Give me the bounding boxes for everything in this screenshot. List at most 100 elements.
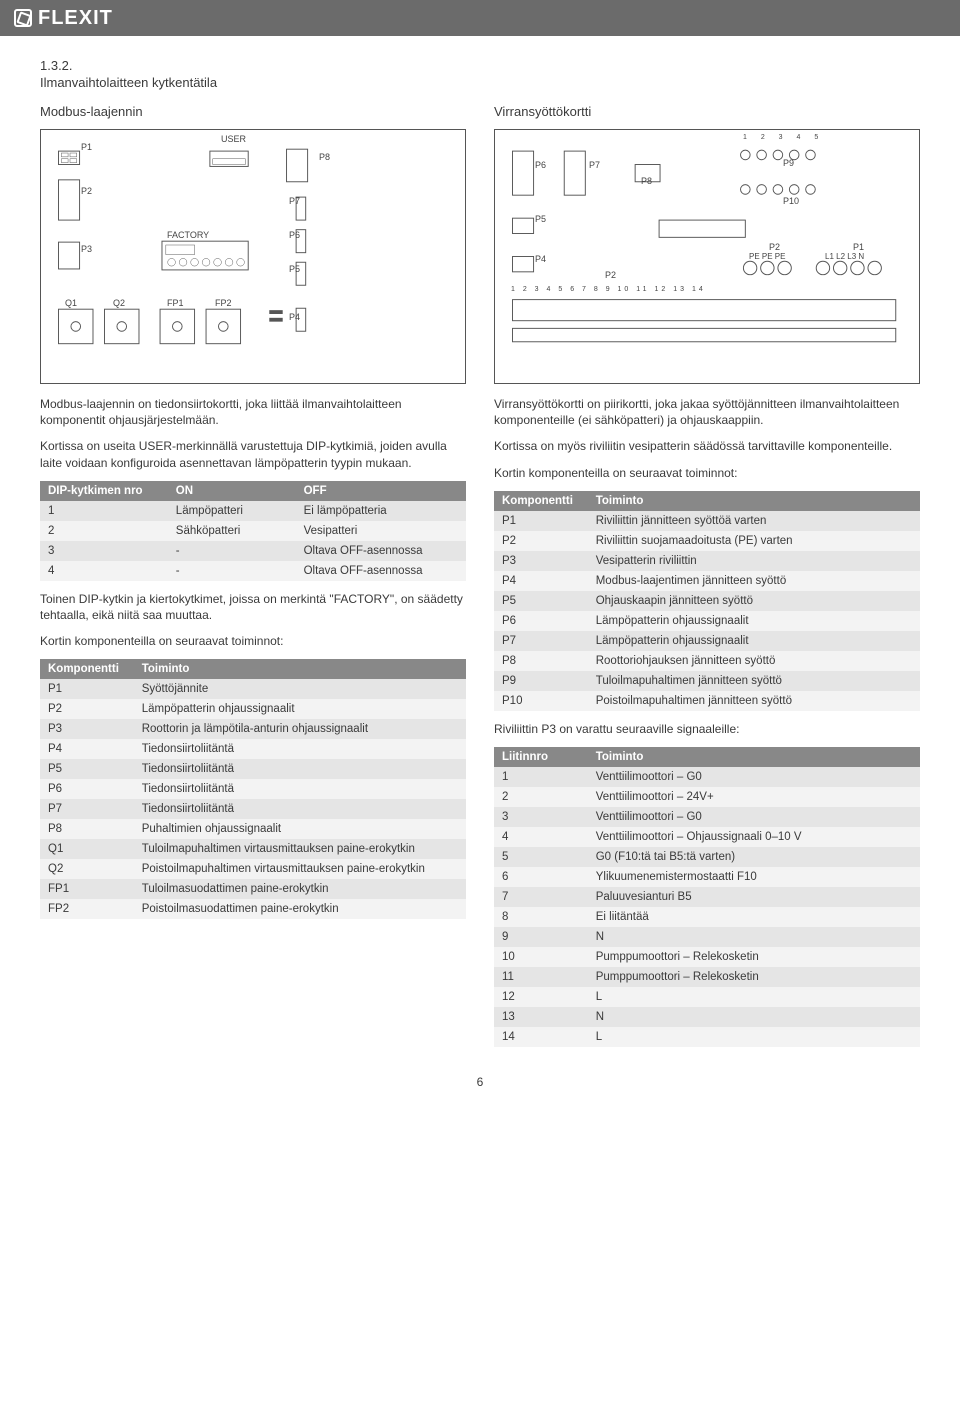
table-row: 7Paluuvesianturi B5: [494, 887, 920, 907]
table-cell: Lämpöpatterin ohjaussignaalit: [134, 699, 466, 719]
table-cell: 5: [494, 847, 588, 867]
table-cell: 13: [494, 1007, 588, 1027]
diagram-label-p4: P4: [289, 312, 300, 322]
diagram-label-q2: Q2: [113, 298, 125, 308]
table-row: P4Modbus-laajentimen jännitteen syöttö: [494, 571, 920, 591]
diagram-label-p8: P8: [319, 152, 330, 162]
table-cell: 9: [494, 927, 588, 947]
diagram-label-fp2: FP2: [215, 298, 232, 308]
table-row: 5G0 (F10:tä tai B5:tä varten): [494, 847, 920, 867]
table-cell: P6: [40, 779, 134, 799]
table-cell: 1: [40, 501, 168, 521]
table-cell: P7: [40, 799, 134, 819]
table-row: P8Puhaltimien ohjaussignaalit: [40, 819, 466, 839]
table-row: 2Venttiilimoottori – 24V+: [494, 787, 920, 807]
diagram-label-q1: Q1: [65, 298, 77, 308]
table-cell: Pumppumoottori – Relekosketin: [588, 967, 920, 987]
table-cell: 4: [40, 561, 168, 581]
table-cell: P8: [494, 651, 588, 671]
dip-header-1: ON: [168, 481, 296, 501]
table-cell: Poistoilmasuodattimen paine-erokytkin: [134, 899, 466, 919]
diagram-label-p6: P6: [289, 230, 300, 240]
right-para4: Riviliittin P3 on varattu seuraaville si…: [494, 721, 920, 737]
table-cell: Venttiilimoottori – 24V+: [588, 787, 920, 807]
right-comp-h0: Komponentti: [494, 491, 588, 511]
diagram-label-fp1: FP1: [167, 298, 184, 308]
logo: FLEXIT: [14, 7, 113, 30]
diagram-label-p2: P2: [81, 186, 92, 196]
diagram-label-p1: P1: [81, 142, 92, 152]
table-cell: 14: [494, 1027, 588, 1047]
liitin-h1: Toiminto: [588, 747, 920, 767]
table-cell: 8: [494, 907, 588, 927]
table-cell: -: [168, 561, 296, 581]
left-para2: Kortissa on useita USER-merkinnällä varu…: [40, 438, 466, 470]
r-label-p4: P4: [535, 254, 546, 264]
liitin-table: Liitinnro Toiminto 1Venttiilimoottori – …: [494, 747, 920, 1047]
table-cell: FP2: [40, 899, 134, 919]
diagram-label-p7: P7: [289, 196, 300, 206]
table-row: P1Riviliittin jännitteen syöttöä varten: [494, 511, 920, 531]
table-cell: 3: [494, 807, 588, 827]
diagram-label-user: USER: [221, 134, 246, 144]
table-row: 8Ei liitäntää: [494, 907, 920, 927]
table-row: P10Poistoilmapuhaltimen jännitteen syött…: [494, 691, 920, 711]
table-cell: Poistoilmapuhaltimen jännitteen syöttö: [588, 691, 920, 711]
r-label-p1: P1: [853, 242, 864, 252]
table-row: P6Lämpöpatterin ohjaussignaalit: [494, 611, 920, 631]
table-row: 6Ylikuumenemistermostaatti F10: [494, 867, 920, 887]
table-cell: 1: [494, 767, 588, 787]
table-cell: P5: [494, 591, 588, 611]
table-cell: P6: [494, 611, 588, 631]
table-cell: Ei lämpöpatteria: [296, 501, 466, 521]
r-label-p9: P9: [783, 158, 794, 168]
dip-header-2: OFF: [296, 481, 466, 501]
table-cell: Ei liitäntää: [588, 907, 920, 927]
table-row: P5Tiedonsiirtoliitäntä: [40, 759, 466, 779]
table-row: P7Lämpöpatterin ohjaussignaalit: [494, 631, 920, 651]
table-cell: P8: [40, 819, 134, 839]
table-cell: P1: [40, 679, 134, 699]
table-cell: Tuloilmasuodattimen paine-erokytkin: [134, 879, 466, 899]
table-cell: 4: [494, 827, 588, 847]
modbus-diagram: P1 P2 P3 USER P8 P7 P6 FACTORY P5 P4 Q1 …: [40, 129, 466, 384]
table-cell: N: [588, 1007, 920, 1027]
table-cell: Riviliittin jännitteen syöttöä varten: [588, 511, 920, 531]
dip-header-0: DIP-kytkimen nro: [40, 481, 168, 501]
left-comp-h0: Komponentti: [40, 659, 134, 679]
table-row: 10Pumppumoottori – Relekosketin: [494, 947, 920, 967]
left-comp-table: Komponentti Toiminto P1SyöttöjänniteP2Lä…: [40, 659, 466, 919]
table-row: 3Venttiilimoottori – G0: [494, 807, 920, 827]
table-cell: P3: [494, 551, 588, 571]
table-cell: 11: [494, 967, 588, 987]
right-subtitle: Virransyöttökortti: [494, 104, 920, 119]
table-cell: P7: [494, 631, 588, 651]
right-comp-table: Komponentti Toiminto P1Riviliittin jänni…: [494, 491, 920, 711]
table-cell: Riviliittin suojamaadoitusta (PE) varten: [588, 531, 920, 551]
table-cell: Tiedonsiirtoliitäntä: [134, 759, 466, 779]
table-cell: Lämpöpatterin ohjaussignaalit: [588, 611, 920, 631]
table-cell: Oltava OFF-asennossa: [296, 561, 466, 581]
table-cell: Tiedonsiirtoliitäntä: [134, 779, 466, 799]
left-comp-h1: Toiminto: [134, 659, 466, 679]
table-cell: Oltava OFF-asennossa: [296, 541, 466, 561]
table-cell: P3: [40, 719, 134, 739]
table-cell: 12: [494, 987, 588, 1007]
left-column: Modbus-laajennin: [40, 104, 466, 1057]
table-cell: Puhaltimien ohjaussignaalit: [134, 819, 466, 839]
r-label-numstop: 1 2 3 4 5: [743, 134, 824, 141]
table-cell: Lämpöpatteri: [168, 501, 296, 521]
table-cell: Pumppumoottori – Relekosketin: [588, 947, 920, 967]
table-row: Q1Tuloilmapuhaltimen virtausmittauksen p…: [40, 839, 466, 859]
section-title: Ilmanvaihtolaitteen kytkentätila: [40, 75, 920, 90]
table-cell: Syöttöjännite: [134, 679, 466, 699]
r-label-l: L1 L2 L3 N: [825, 252, 864, 261]
table-row: P1Syöttöjännite: [40, 679, 466, 699]
r-label-pe: PE PE PE: [749, 252, 785, 261]
table-cell: P4: [494, 571, 588, 591]
table-cell: Q2: [40, 859, 134, 879]
table-row: P5Ohjauskaapin jännitteen syöttö: [494, 591, 920, 611]
table-cell: N: [588, 927, 920, 947]
table-cell: Tuloilmapuhaltimen virtausmittauksen pai…: [134, 839, 466, 859]
table-row: P2Lämpöpatterin ohjaussignaalit: [40, 699, 466, 719]
